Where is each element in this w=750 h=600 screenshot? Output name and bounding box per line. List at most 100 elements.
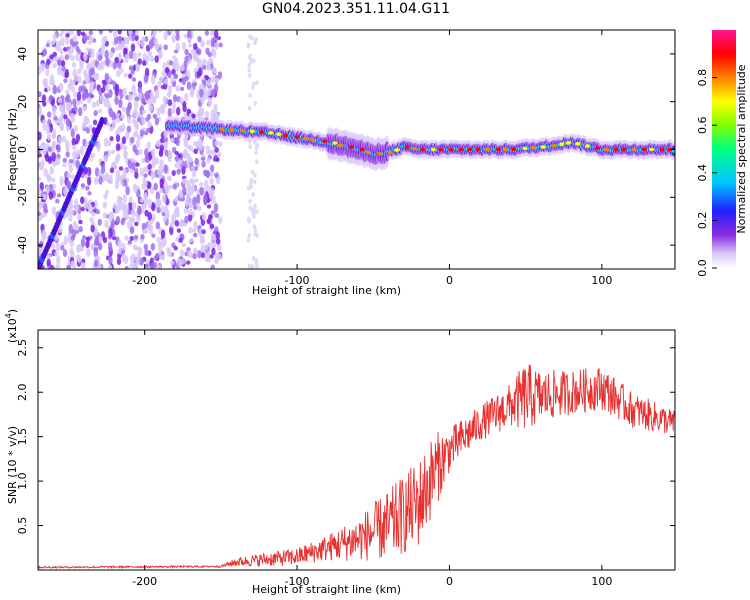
noise-speckle [38,65,42,76]
noise-speckle [108,107,113,118]
noise-speckle [66,46,71,51]
noise-speckle [49,54,54,60]
noise-speckle [166,247,171,255]
noise-speckle [40,63,46,68]
noise-speckle [108,227,113,238]
noise-speckle [188,226,193,234]
noise-speckle [86,176,92,186]
y-tick-label: -20 [16,188,29,206]
noise-speckle [159,144,164,152]
colorbar: 0.0 0.2 0.4 0.6 0.8 Normalized spectral ampli… [696,30,748,277]
noise-speckle [132,244,138,251]
noise-speckle [247,218,252,224]
noise-speckle [143,166,148,173]
noise-speckle [193,42,198,50]
noise-speckle [148,104,153,112]
noise-speckle [202,58,207,66]
noise-speckle [72,150,77,161]
noise-speckle [122,87,127,97]
noise-speckle [253,172,257,178]
noise-speckle [166,175,172,181]
noise-speckle [191,113,196,119]
noise-speckle [70,174,76,179]
noise-speckle [137,206,142,216]
noise-speckle [187,250,192,258]
noise-speckle [170,260,175,265]
noise-speckle [102,212,108,219]
noise-speckle [250,169,255,175]
noise-speckle [89,216,94,223]
noise-speckle [112,202,118,210]
noise-speckle [105,56,110,67]
noise-speckle [174,151,179,156]
noise-speckle [69,159,74,164]
noise-speckle [38,188,42,196]
noise-speckle [55,263,61,269]
noise-speckle [47,156,53,163]
noise-speckle [121,106,127,112]
noise-speckle [114,83,120,93]
ridge-peak [268,131,274,135]
ridge-peak [565,141,572,145]
noise-speckle [192,82,198,87]
noise-speckle [58,82,63,91]
noise-speckle [100,87,106,93]
noise-speckle [171,107,176,114]
noise-speckle [40,159,45,167]
noise-speckle [52,105,57,116]
noise-speckle [78,226,83,233]
x-axis-label: Height of straight line (km) [252,284,401,297]
ridge-peak [438,147,444,152]
noise-speckle [90,48,95,54]
colorbar-label: Normalized spectral amplitude [735,64,748,233]
noise-speckle [190,179,195,186]
ridge-peak [239,128,245,133]
noise-speckle [115,117,121,124]
noise-speckle [129,226,135,234]
noise-speckle [200,156,206,161]
noise-speckle [70,250,75,258]
noise-speckle [191,184,196,193]
noise-speckle [124,265,129,269]
noise-speckle [181,179,187,184]
noise-speckle [56,255,61,266]
noise-speckle [201,161,206,168]
noise-speckle [108,60,114,68]
noise-speckle [127,239,133,245]
noise-speckle [87,62,92,69]
noise-speckle [174,155,179,162]
noise-speckle [212,67,217,75]
noise-speckle [201,64,207,70]
noise-speckle [215,157,220,162]
noise-speckle [114,180,120,190]
noise-speckle [98,235,103,243]
ridge-peak [613,147,619,152]
noise-speckle [168,184,173,189]
noise-speckle [141,117,146,125]
noise-speckle [122,178,128,184]
noise-speckle [134,149,140,156]
noise-speckle [97,242,103,251]
noise-speckle [117,239,122,248]
noise-speckle [132,262,138,269]
noise-speckle [151,173,156,179]
noise-speckle [198,67,203,76]
noise-speckle [43,78,48,83]
noise-speckle [252,224,257,230]
noise-speckle [38,247,41,257]
noise-speckle [252,213,256,219]
noise-speckle [154,89,160,99]
noise-speckle [68,164,74,174]
snr-plot-area [38,364,675,570]
noise-speckle [46,133,52,141]
noise-speckle [77,76,82,84]
noise-speckle [167,150,172,158]
noise-speckle [197,205,202,211]
ridge-peak [575,142,581,146]
noise-speckle [73,124,78,133]
noise-speckle [187,37,192,43]
noise-speckle [171,81,177,87]
noise-speckle [144,90,150,101]
noise-speckle [56,44,61,52]
